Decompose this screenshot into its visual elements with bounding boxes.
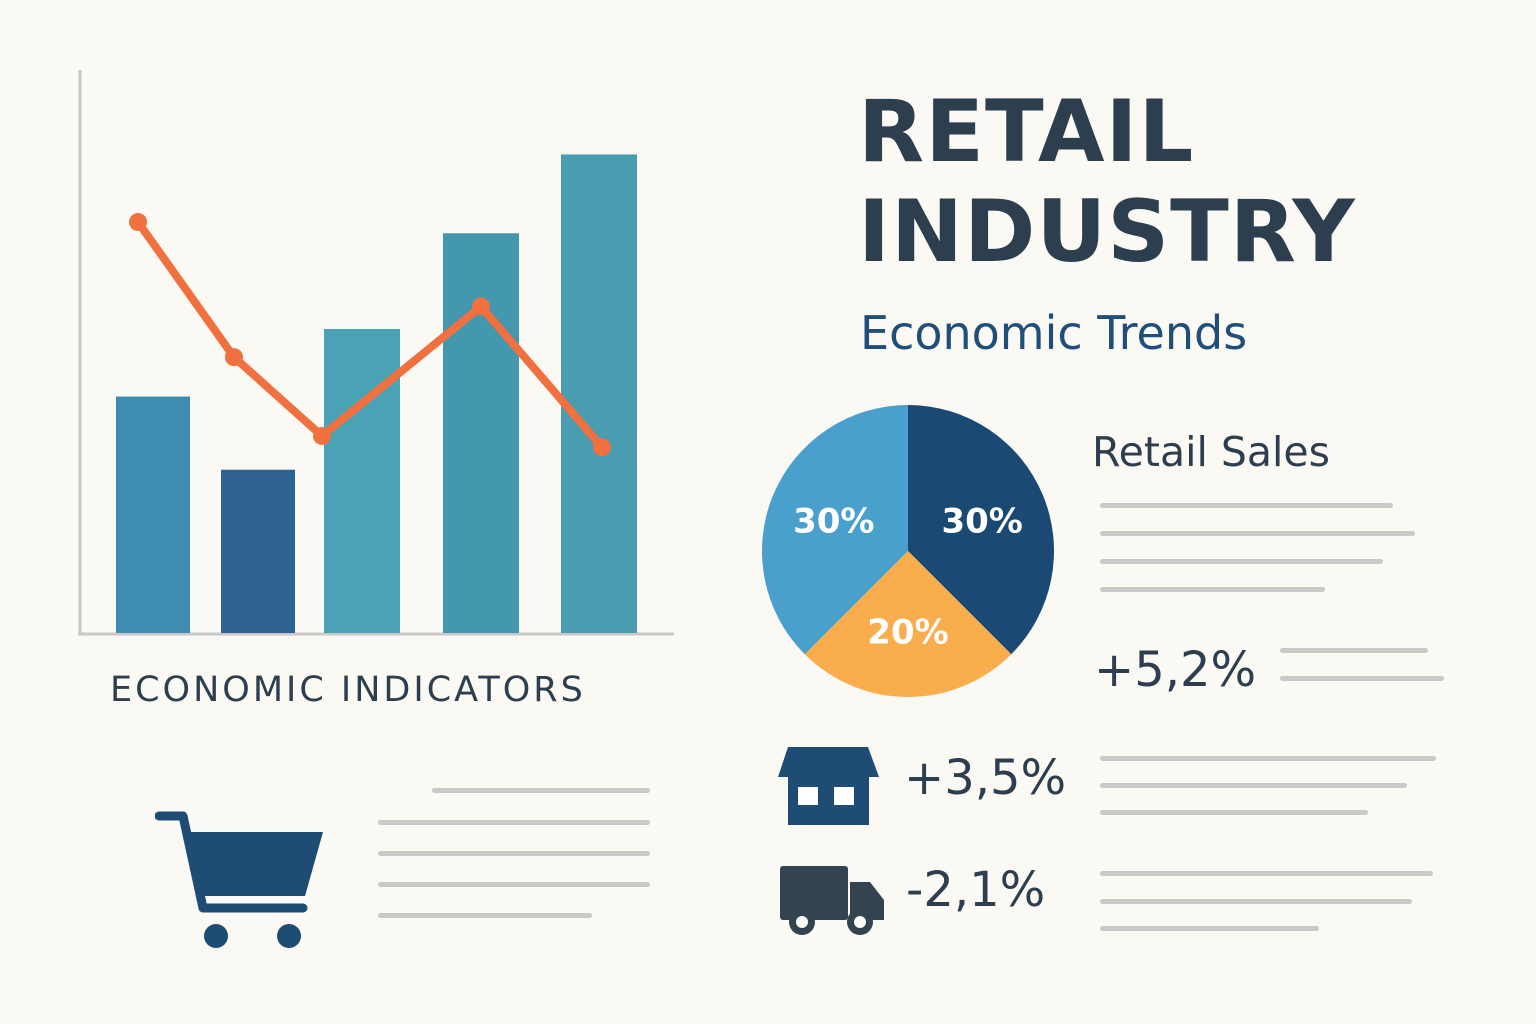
delivery-truck-icon bbox=[780, 866, 884, 935]
trend-point bbox=[225, 348, 243, 367]
retail-sales-growth: +5,2% bbox=[1094, 642, 1257, 698]
placeholder-line bbox=[1280, 648, 1428, 653]
trend-point bbox=[313, 426, 331, 445]
placeholder-line bbox=[1100, 531, 1415, 536]
shopping-cart-icon bbox=[155, 811, 323, 948]
pie-slice bbox=[761, 405, 908, 655]
placeholder-line bbox=[1100, 783, 1407, 788]
trend-point bbox=[593, 438, 611, 457]
pie-label: 30% bbox=[941, 501, 1022, 541]
placeholder-line bbox=[1100, 810, 1368, 815]
placeholder-line bbox=[1100, 756, 1436, 761]
retail-sales-label: Retail Sales bbox=[1092, 428, 1331, 476]
placeholder-line bbox=[378, 882, 650, 887]
placeholder-line bbox=[1100, 559, 1383, 564]
placeholder-line bbox=[1100, 926, 1319, 931]
retail-sales-pie-chart: 30% 20% 30% bbox=[761, 405, 1054, 697]
bar bbox=[443, 233, 519, 633]
placeholder-line bbox=[378, 851, 650, 856]
placeholder-line bbox=[378, 820, 650, 825]
chart-title: ECONOMIC INDICATORS bbox=[110, 670, 586, 710]
placeholder-line bbox=[1100, 503, 1393, 508]
placeholder-line bbox=[1100, 587, 1325, 592]
bar bbox=[116, 396, 190, 633]
store-stat-value: +3,5% bbox=[904, 750, 1067, 806]
store-icon bbox=[778, 747, 879, 825]
placeholder-line bbox=[1100, 871, 1433, 876]
bar bbox=[561, 154, 637, 633]
delivery-stat-value: -2,1% bbox=[906, 862, 1046, 918]
page-title: RETAIL INDUSTRY bbox=[858, 82, 1356, 282]
placeholder-line bbox=[1100, 899, 1412, 904]
placeholder-line bbox=[378, 913, 592, 918]
bar bbox=[324, 328, 400, 633]
trend-point bbox=[129, 213, 147, 232]
title-line-1: RETAIL bbox=[858, 82, 1195, 182]
placeholder-line bbox=[1280, 676, 1444, 681]
placeholder-line bbox=[432, 788, 650, 793]
page-subtitle: Economic Trends bbox=[860, 306, 1248, 360]
pie-label: 30% bbox=[793, 501, 874, 541]
economic-indicators-chart bbox=[78, 70, 674, 636]
pie-label: 20% bbox=[867, 612, 948, 652]
title-line-2: INDUSTRY bbox=[858, 182, 1356, 282]
pie-slice bbox=[804, 551, 1012, 697]
bar bbox=[221, 469, 295, 633]
pie-slice bbox=[908, 405, 1054, 655]
trend-point bbox=[472, 297, 490, 316]
